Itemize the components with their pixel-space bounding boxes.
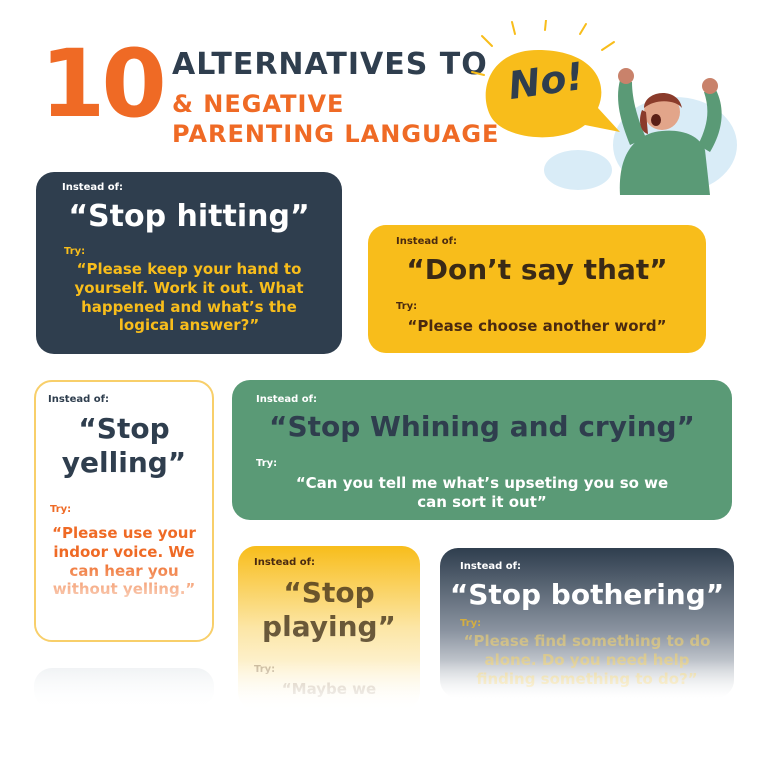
try-label: Try: bbox=[50, 504, 72, 515]
phrase: “Stop yelling” bbox=[61, 412, 187, 479]
card-stop-hitting: Instead of: “Stop hitting” Try: “Please … bbox=[36, 172, 342, 354]
instead-label: Instead of: bbox=[48, 394, 109, 405]
instead-label: Instead of: bbox=[62, 182, 123, 193]
instead-label: Instead of: bbox=[254, 557, 315, 568]
instead-label: Instead of: bbox=[396, 236, 457, 247]
phrase: “Stop playing” bbox=[262, 576, 396, 643]
instead-label: Instead of: bbox=[256, 394, 317, 405]
try-label: Try: bbox=[396, 301, 418, 312]
phrase: “Stop Whining and crying” bbox=[269, 410, 695, 443]
try-label: Try: bbox=[64, 246, 86, 257]
title-line-3: PARENTING LANGUAGE bbox=[172, 120, 500, 148]
card-dont-say-that: Instead of: “Don’t say that” Try: “Pleas… bbox=[368, 225, 706, 353]
try-label: Try: bbox=[460, 618, 482, 629]
title-line-2: & NEGATIVE bbox=[172, 90, 345, 118]
answer: “Please choose another word” bbox=[407, 317, 667, 335]
card-stop-whining: Instead of: “Stop Whining and crying” Tr… bbox=[232, 380, 732, 520]
title-line-1: ALTERNATIVES TO bbox=[172, 47, 488, 82]
card-stop-yelling: Instead of: “Stop yelling” Try: “Please … bbox=[34, 380, 214, 642]
bottom-fade bbox=[0, 660, 768, 766]
try-label: Try: bbox=[256, 458, 278, 469]
title-number: 10 bbox=[40, 30, 167, 139]
angry-parent-illustration bbox=[471, 20, 737, 195]
instead-label: Instead of: bbox=[460, 561, 521, 572]
phrase: “Don’t say that” bbox=[406, 253, 668, 286]
phrase: “Stop hitting” bbox=[68, 199, 310, 234]
phrase: “Stop bothering” bbox=[449, 578, 725, 611]
answer: “Please keep your hand to yourself. Work… bbox=[74, 260, 304, 335]
answer: “Can you tell me what’s upseting you so … bbox=[295, 474, 669, 511]
